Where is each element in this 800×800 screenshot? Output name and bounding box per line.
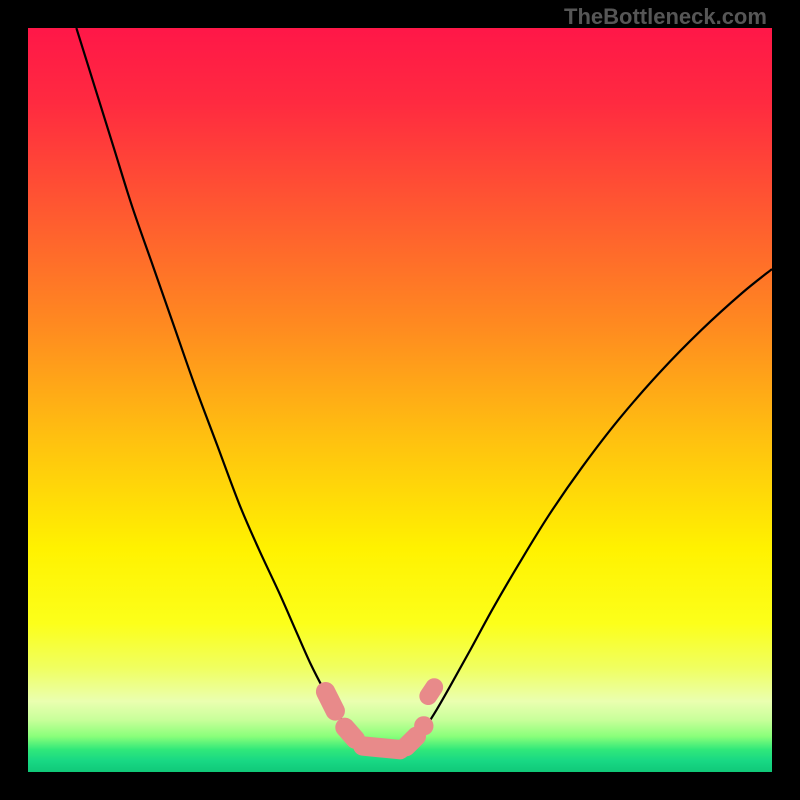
plot-area: [28, 28, 772, 772]
data-marker: [363, 746, 400, 750]
data-marker: [345, 727, 355, 739]
watermark-text: TheBottleneck.com: [564, 4, 767, 30]
data-marker: [326, 692, 336, 711]
chart-svg: [28, 28, 772, 772]
data-marker: [428, 687, 434, 696]
data-marker: [406, 736, 416, 746]
gradient-background: [28, 28, 772, 772]
